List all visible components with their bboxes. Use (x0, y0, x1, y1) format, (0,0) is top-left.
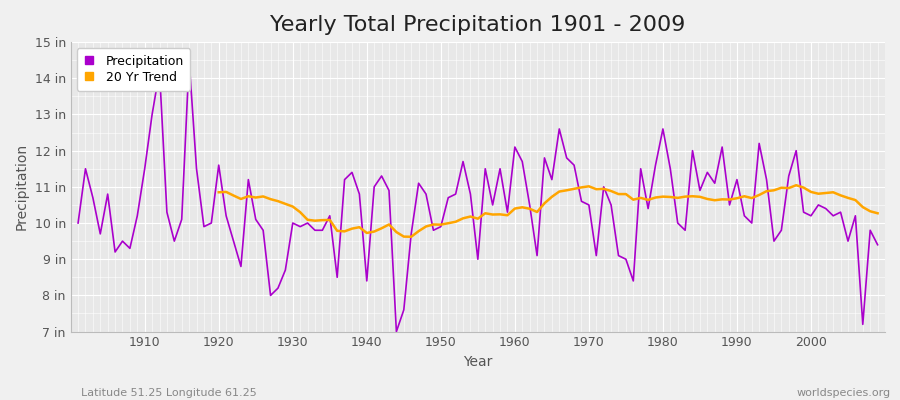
Text: worldspecies.org: worldspecies.org (796, 388, 891, 398)
Title: Yearly Total Precipitation 1901 - 2009: Yearly Total Precipitation 1901 - 2009 (270, 15, 686, 35)
Legend: Precipitation, 20 Yr Trend: Precipitation, 20 Yr Trend (76, 48, 190, 91)
X-axis label: Year: Year (464, 355, 492, 369)
Text: Latitude 51.25 Longitude 61.25: Latitude 51.25 Longitude 61.25 (81, 388, 256, 398)
Y-axis label: Precipitation: Precipitation (15, 143, 29, 230)
